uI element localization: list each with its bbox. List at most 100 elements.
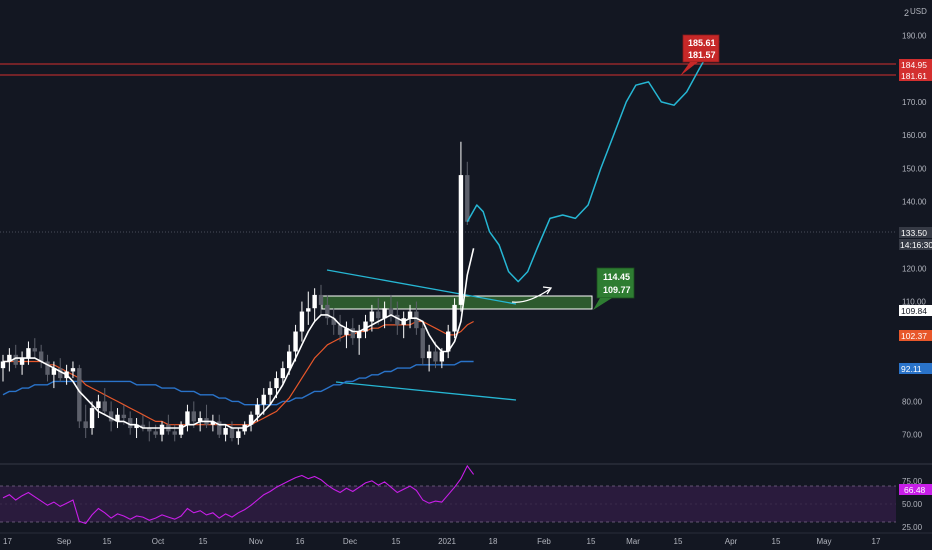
time-axis[interactable]: 17 Sep 15 Oct 15 Nov 16 Dec 15 2021 18 Feb 15 Mar 15 Ap…: [3, 537, 881, 546]
candle-body: [382, 308, 387, 319]
candle-body: [376, 311, 381, 319]
candle-body: [465, 175, 470, 222]
candle-body: [363, 321, 368, 332]
candle-body: [115, 414, 120, 422]
candle-body: [32, 348, 37, 352]
time-axis-label: 15: [772, 537, 781, 546]
price-tag-ma-slow-label: 92.11: [901, 364, 922, 374]
price-tag-ma-slow[interactable]: 92.11: [899, 363, 932, 374]
price-tag-box-top[interactable]: 109.84: [899, 305, 932, 316]
price-tag-resistance-lower-label: 181.61: [901, 71, 927, 81]
main-price-pane[interactable]: 185.61 181.57 114.45 109.77: [0, 34, 896, 445]
time-axis-label: May: [816, 537, 831, 546]
support-callout[interactable]: 114.45 109.77: [593, 267, 635, 310]
candle-body: [274, 378, 279, 389]
support-callout-pointer: [593, 298, 612, 310]
time-axis-label: Sep: [57, 537, 72, 546]
candle-body: [261, 394, 266, 405]
price-tag-countdown[interactable]: 14:16:30: [899, 239, 932, 250]
upper-trendline[interactable]: [326, 269, 517, 305]
price-tag-box-top-label: 109.84: [901, 306, 927, 316]
candle-body: [45, 361, 50, 375]
candle-body: [306, 308, 311, 312]
candle-body: [153, 431, 158, 435]
candle-body: [185, 411, 190, 425]
candle-body: [280, 368, 286, 379]
time-axis-label: 17: [3, 537, 12, 546]
candle-body: [102, 401, 107, 412]
candle-body: [248, 414, 254, 425]
time-axis-label: 17: [872, 537, 881, 546]
candle-body: [38, 351, 44, 362]
candle-body: [159, 424, 165, 435]
price-tag-box-top-bg: [899, 305, 932, 316]
candle-body: [318, 294, 324, 305]
target-callout-line1: 185.61: [688, 38, 716, 48]
price-tag-resistance-lower[interactable]: 181.61: [899, 70, 932, 81]
price-axis-tick: 190.00: [902, 31, 927, 40]
lower-trendline[interactable]: [335, 381, 517, 401]
candle-body: [121, 414, 127, 419]
price-tag-ma-mid-label: 102.37: [901, 331, 927, 341]
candle-body: [293, 331, 298, 352]
time-axis-label: 15: [103, 537, 112, 546]
bounce-arrow-head: [542, 286, 553, 295]
price-axis-tick: 160.00: [902, 131, 927, 140]
candle-body: [236, 431, 241, 439]
candle-body: [134, 424, 139, 429]
price-tag-ma-slow-bg: [899, 363, 932, 374]
candle-body: [19, 358, 25, 365]
price-axis-tick: 80.00: [902, 397, 923, 406]
candle-body: [433, 351, 438, 362]
rsi-pane[interactable]: 75.00 50.00 25.00 66.48: [0, 464, 932, 532]
candle-body: [356, 331, 362, 339]
price-tag-countdown-bg: [899, 239, 932, 250]
price-axis-tick: 110.00: [902, 298, 926, 307]
time-axis-label: 18: [489, 537, 498, 546]
price-tag-resistance-upper[interactable]: 184.95: [899, 59, 932, 70]
candle-body: [89, 408, 95, 429]
price-tag-resistance-upper-label: 184.95: [901, 60, 927, 70]
candle-body: [178, 424, 184, 435]
support-zone-box[interactable]: [321, 295, 593, 310]
candle-body: [210, 421, 216, 425]
candle-body: [331, 318, 336, 325]
candle-body: [77, 368, 82, 422]
candle-body: [51, 368, 57, 375]
candle-body: [267, 388, 273, 395]
candle-body: [312, 294, 317, 309]
price-axis-top-label: 2: [904, 8, 909, 18]
candle-body: [344, 328, 349, 335]
currency-label[interactable]: USD: [910, 7, 927, 16]
price-axis-tick: 150.00: [902, 164, 927, 173]
candle-body: [255, 404, 260, 415]
candle-body: [420, 328, 425, 359]
candle-body: [223, 428, 228, 435]
time-axis-label: Nov: [249, 537, 263, 546]
price-axis-tick: 70.00: [902, 431, 923, 440]
price-tag-last[interactable]: 133.50: [899, 227, 932, 238]
candle-body: [395, 314, 400, 325]
price-tag-ma-mid[interactable]: 102.37: [899, 330, 932, 341]
candle-body: [197, 418, 203, 422]
time-axis-label: 15: [392, 537, 401, 546]
bounce-arrow[interactable]: [511, 288, 551, 303]
ma-fast-polyline: [3, 248, 475, 429]
time-axis-label: 15: [674, 537, 683, 546]
candle-body: [13, 354, 18, 365]
candle-body: [108, 411, 114, 422]
target-callout[interactable]: 185.61 181.57: [680, 34, 720, 76]
candle-body: [325, 304, 330, 319]
candle-body: [128, 418, 133, 429]
projection-polyline: [466, 41, 720, 283]
support-callout-line2: 109.77: [603, 285, 631, 295]
time-axis-label: Apr: [725, 537, 738, 546]
candle-body: [191, 411, 196, 422]
rsi-current-tag: 66.48: [904, 485, 926, 495]
price-tag-resistance-upper-bg: [899, 59, 932, 70]
candle-body: [217, 421, 222, 435]
time-axis-label: 16: [296, 537, 305, 546]
support-callout-line1: 114.45: [603, 272, 630, 282]
